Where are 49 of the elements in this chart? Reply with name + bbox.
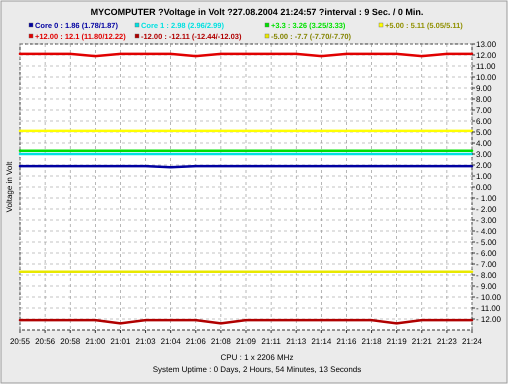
x-axis-title: CPU : 1 x 2206 MHz [220, 353, 294, 362]
x-tick-label: 21:19 [386, 337, 408, 346]
x-tick-label: 21:04 [160, 337, 182, 346]
y-tick-label: - 5.00 [476, 238, 498, 247]
y-tick-label: - 10.00 [476, 293, 502, 302]
x-tick-label: 21:14 [311, 337, 332, 346]
y-tick-label: 7.00 [476, 106, 492, 115]
x-tick-label: 21:06 [186, 337, 206, 346]
y-tick-label: - 6.00 [476, 249, 498, 258]
y-tick-label: 13.00 [476, 40, 497, 49]
y-tick-label: - 9.00 [476, 282, 498, 291]
text: System Uptime : 0 Days, 2 Hours, 54 Minutes, 13 Seconds [152, 365, 362, 374]
x-tick-label: 21:16 [336, 337, 357, 346]
y-tick-label: 11.00 [476, 62, 496, 71]
y-tick-label: - 1.00 [476, 194, 498, 203]
y-tick-label: 9.00 [476, 84, 492, 93]
y-axis-title: Voltage in Volt [5, 160, 14, 212]
y-tick-label: - 4.00 [476, 227, 498, 236]
y-tick-label: 4.00 [476, 139, 492, 148]
y-tick-label: 5.00 [476, 128, 492, 137]
y-tick-label: - 7.00 [476, 260, 498, 269]
x-tick-label: 21:23 [436, 337, 458, 346]
y-tick-label: 2.00 [476, 161, 492, 170]
x-tick-label: 21:24 [462, 337, 483, 346]
y-tick-label: 10.00 [476, 73, 497, 82]
y-tick-label: - 11.00 [476, 304, 501, 313]
x-tick-label: 21:09 [236, 337, 257, 346]
x-tick-label: 21:11 [261, 337, 282, 346]
chart-title: MYCOMPUTER ?Voltage in Volt ?27.08.2004 21:24:57 ?interval : 9 Sec. / 0 Min. [90, 7, 424, 17]
x-tick-label: 20:56 [35, 337, 56, 346]
x-tick-label: 21:01 [110, 337, 131, 346]
y-tick-label: 6.00 [476, 117, 492, 126]
x-tick-label: 21:21 [412, 337, 432, 346]
y-tick-label: 12.00 [476, 51, 497, 60]
x-tick-label: 20:58 [60, 337, 81, 346]
x-tick-label: 21:03 [136, 337, 156, 346]
x-tick-label: 20:55 [10, 337, 31, 346]
y-tick-label: 1.00 [476, 172, 492, 181]
y-tick-label: - 12.00 [476, 315, 502, 324]
y-tick-label: 3.00 [476, 150, 492, 159]
y-tick-label: 8.00 [476, 95, 492, 104]
y-tick-label: - 8.00 [476, 271, 498, 280]
x-tick-label: 21:00 [85, 337, 106, 346]
y-tick-label: - 2.00 [476, 205, 498, 214]
y-tick-label: - 3.00 [476, 216, 498, 225]
x-tick-label: 21:18 [362, 337, 382, 346]
x-tick-label: 21:08 [210, 337, 232, 346]
y-tick-label: 0.00 [476, 183, 492, 192]
x-tick-label: 21:13 [286, 337, 307, 346]
